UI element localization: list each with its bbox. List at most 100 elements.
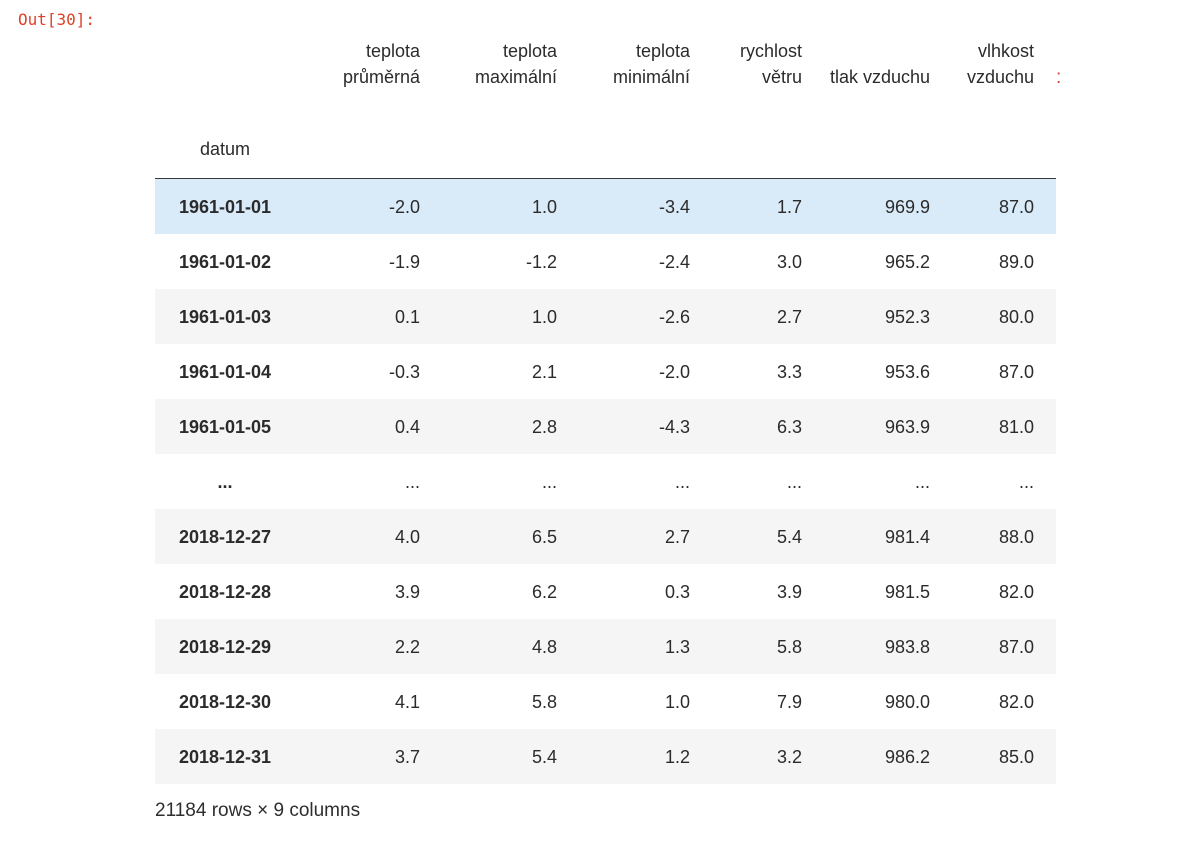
cell-value: 980.0 bbox=[884, 691, 930, 712]
cell-value: 89.0 bbox=[998, 251, 1034, 272]
cell-value: 0.4 bbox=[394, 416, 420, 437]
cell-value: -2.0 bbox=[658, 361, 690, 382]
row-index: 1961-01-05 bbox=[178, 416, 272, 437]
cell-value: 1.7 bbox=[776, 196, 802, 217]
column-header: teplota maximální bbox=[474, 41, 557, 87]
table-row: 2018-12-31 3.7 5.4 1.2 3.2 986.2 85.0 bbox=[155, 729, 1056, 784]
cell-value: 986.2 bbox=[884, 746, 930, 767]
cell-value: 2.7 bbox=[664, 526, 690, 547]
row-index: 2018-12-29 bbox=[178, 636, 272, 657]
table-row: 2018-12-28 3.9 6.2 0.3 3.9 981.5 82.0 bbox=[155, 564, 1056, 619]
cell-value: 5.8 bbox=[776, 636, 802, 657]
row-index: 2018-12-27 bbox=[178, 526, 272, 547]
table-row: 1961-01-02 -1.9 -1.2 -2.4 3.0 965.2 89.0 bbox=[155, 234, 1056, 289]
cell-value: 87.0 bbox=[998, 196, 1034, 217]
cell-value: 969.9 bbox=[884, 196, 930, 217]
row-index: 2018-12-30 bbox=[178, 691, 272, 712]
cell-value: 963.9 bbox=[884, 416, 930, 437]
row-index: 1961-01-01 bbox=[178, 196, 272, 217]
table-row: 2018-12-27 4.0 6.5 2.7 5.4 981.4 88.0 bbox=[155, 509, 1056, 564]
cell-value: 1.0 bbox=[531, 196, 557, 217]
cell-value: 965.2 bbox=[884, 251, 930, 272]
row-index: 1961-01-04 bbox=[178, 361, 272, 382]
cell-value: 6.2 bbox=[531, 581, 557, 602]
index-name-label: datum bbox=[199, 139, 251, 159]
cell-value: 4.0 bbox=[394, 526, 420, 547]
cell-value: 981.4 bbox=[884, 526, 930, 547]
column-header: rychlost větru bbox=[739, 41, 802, 87]
cell-value: 82.0 bbox=[998, 691, 1034, 712]
cell-value: 1.0 bbox=[531, 306, 557, 327]
cell-value: 4.1 bbox=[394, 691, 420, 712]
cell-value: 1.0 bbox=[664, 691, 690, 712]
cell-value: 3.3 bbox=[776, 361, 802, 382]
cell-value: 952.3 bbox=[884, 306, 930, 327]
cell-value: 81.0 bbox=[998, 416, 1034, 437]
cell-value: ... bbox=[914, 471, 930, 492]
cell-value: 5.4 bbox=[531, 746, 557, 767]
cell-value: 3.9 bbox=[394, 581, 420, 602]
cell-value: 983.8 bbox=[884, 636, 930, 657]
table-row: 1961-01-04 -0.3 2.1 -2.0 3.3 953.6 87.0 bbox=[155, 344, 1056, 399]
cell-value: -1.2 bbox=[525, 251, 557, 272]
row-index: 1961-01-03 bbox=[178, 306, 272, 327]
column-header: tlak vzduchu bbox=[829, 67, 930, 87]
table-header: teplota průměrná teplota maximální teplo… bbox=[155, 24, 1056, 179]
cell-value: 87.0 bbox=[998, 361, 1034, 382]
cell-value: -3.4 bbox=[658, 196, 690, 217]
column-header-row: teplota průměrná teplota maximální teplo… bbox=[155, 24, 1056, 96]
cell-value: 1.3 bbox=[664, 636, 690, 657]
cell-value: ... bbox=[674, 471, 690, 492]
cell-value: -2.0 bbox=[388, 196, 420, 217]
cell-value: 87.0 bbox=[998, 636, 1034, 657]
cell-value: 5.4 bbox=[776, 526, 802, 547]
cell-value: -2.6 bbox=[658, 306, 690, 327]
cell-value: ... bbox=[541, 471, 557, 492]
row-index: 2018-12-28 bbox=[178, 581, 272, 602]
cell-value: 85.0 bbox=[998, 746, 1034, 767]
cell-value: -0.3 bbox=[388, 361, 420, 382]
table-row: 1961-01-01 -2.0 1.0 -3.4 1.7 969.9 87.0 bbox=[155, 178, 1056, 234]
cell-value: 0.1 bbox=[394, 306, 420, 327]
cell-value: -4.3 bbox=[658, 416, 690, 437]
ellipsis-row: ..................... bbox=[155, 454, 1056, 509]
cell-value: 6.5 bbox=[531, 526, 557, 547]
cell-value: 7.9 bbox=[776, 691, 802, 712]
cell-value: 2.7 bbox=[776, 306, 802, 327]
row-index: 1961-01-02 bbox=[178, 251, 272, 272]
cell-value: 981.5 bbox=[884, 581, 930, 602]
cell-value: 2.1 bbox=[531, 361, 557, 382]
cell-value: 82.0 bbox=[998, 581, 1034, 602]
cell-value: 4.8 bbox=[531, 636, 557, 657]
cell-value: 2.8 bbox=[531, 416, 557, 437]
cell-value: 3.2 bbox=[776, 746, 802, 767]
output-prompt: Out[30]: bbox=[18, 10, 96, 29]
cell-value: 0.3 bbox=[664, 581, 690, 602]
table-row: 2018-12-30 4.1 5.8 1.0 7.9 980.0 82.0 bbox=[155, 674, 1056, 729]
index-name-row: datum bbox=[155, 96, 1056, 179]
table-row: 2018-12-29 2.2 4.8 1.3 5.8 983.8 87.0 bbox=[155, 619, 1056, 674]
dataframe-shape-summary: 21184 rows × 9 columns bbox=[155, 800, 361, 821]
cell-value: -2.4 bbox=[658, 251, 690, 272]
cell-value: ... bbox=[786, 471, 802, 492]
cell-value: 3.9 bbox=[776, 581, 802, 602]
column-header: teplota minimální bbox=[612, 41, 690, 87]
cell-value: 3.7 bbox=[394, 746, 420, 767]
clipped-column-text-sliver: : bbox=[1056, 64, 1060, 92]
column-header: teplota průměrná bbox=[342, 41, 420, 87]
cell-value: 5.8 bbox=[531, 691, 557, 712]
cell-value: 88.0 bbox=[998, 526, 1034, 547]
table-row: 1961-01-03 0.1 1.0 -2.6 2.7 952.3 80.0 bbox=[155, 289, 1056, 344]
cell-value: 1.2 bbox=[664, 746, 690, 767]
row-index: 2018-12-31 bbox=[178, 746, 272, 767]
cell-value: 953.6 bbox=[884, 361, 930, 382]
cell-value: -1.9 bbox=[388, 251, 420, 272]
cell-value: 80.0 bbox=[998, 306, 1034, 327]
table-row: 1961-01-05 0.4 2.8 -4.3 6.3 963.9 81.0 bbox=[155, 399, 1056, 454]
corner-cell bbox=[155, 24, 295, 96]
cell-value: 3.0 bbox=[776, 251, 802, 272]
cell-value: ... bbox=[404, 471, 420, 492]
column-header: vlhkost vzduchu bbox=[966, 41, 1034, 87]
dataframe-output-area: teplota průměrná teplota maximální teplo… bbox=[155, 24, 1056, 822]
